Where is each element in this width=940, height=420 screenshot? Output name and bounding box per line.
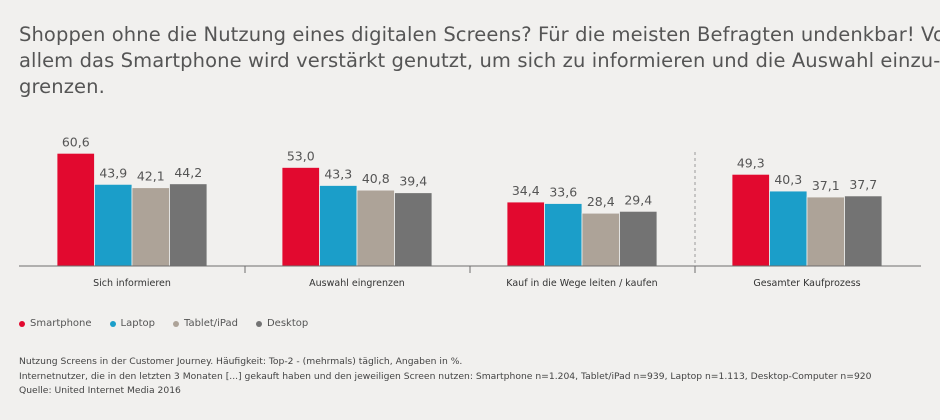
legend-item-smartphone: Smartphone [19, 318, 92, 329]
footnote-metric: Nutzung Screens in der Customer Journey.… [19, 356, 463, 367]
value-label-laptop: 43,9 [99, 165, 127, 180]
bar-tablet-ipad [581, 212, 620, 267]
bar-laptop [544, 203, 583, 267]
legend-item-tablet: Tablet/iPad [172, 318, 238, 329]
bar-tablet-ipad [356, 189, 395, 267]
legend-swatch-tablet [172, 320, 179, 327]
value-label-desktop: 44,2 [174, 165, 202, 180]
bar-laptop [319, 185, 358, 267]
category-label: Gesamter Kaufprozess [753, 278, 860, 289]
bar-smartphone [506, 201, 545, 267]
legend-swatch-desktop [255, 320, 262, 327]
bar-smartphone [281, 167, 320, 267]
legend-swatch-smartphone [19, 320, 25, 327]
footnote-sample: Internetnutzer, die in den letzten 3 Mon… [19, 370, 872, 382]
value-label-tablet-ipad: 42,1 [137, 169, 165, 184]
legend-label-laptop: Laptop [120, 318, 155, 329]
value-label-laptop: 33,6 [549, 185, 577, 200]
value-label-desktop: 37,7 [849, 177, 877, 192]
value-label-tablet-ipad: 28,4 [587, 194, 615, 209]
footnote-source: Quelle: United Internet Media 2016 [19, 385, 181, 396]
bar-laptop [769, 190, 808, 267]
bar-tablet-ipad [131, 187, 170, 267]
category-label: Sich informieren [93, 278, 171, 289]
bar-smartphone [731, 173, 770, 267]
category-label: Auswahl eingrenzen [309, 278, 405, 289]
bar-desktop [169, 183, 208, 267]
bar-desktop [619, 210, 658, 267]
value-label-desktop: 29,4 [624, 192, 652, 207]
legend-label-smartphone: Smartphone [30, 318, 92, 329]
legend-item-laptop: Laptop [109, 318, 155, 329]
value-label-smartphone: 34,4 [512, 183, 540, 198]
bar-tablet-ipad [806, 196, 845, 267]
legend: Smartphone Laptop Tablet/iPad Desktop [19, 318, 308, 329]
legend-item-desktop: Desktop [255, 318, 309, 329]
legend-swatch-laptop [109, 320, 116, 327]
title-line: Shoppen ohne die Nutzung eines digitalen… [19, 23, 940, 46]
category-label: Kauf in die Wege leiten / kaufen [506, 278, 657, 289]
bar-desktop [844, 195, 883, 267]
bar-laptop [94, 183, 133, 267]
value-label-smartphone: 53,0 [287, 148, 315, 163]
bar-chart: 60,6 43,9 42,1 44,2 53,0 43,3 40,8 39,4 34,4 33,6… [19, 134, 921, 289]
legend-label-desktop: Desktop [266, 318, 309, 329]
bar-desktop [394, 192, 433, 267]
chart-title: Shoppen ohne die Nutzung eines digitalen… [19, 22, 940, 100]
value-label-tablet-ipad: 37,1 [812, 178, 840, 193]
legend-label-tablet: Tablet/iPad [183, 318, 238, 329]
value-label-tablet-ipad: 40,8 [362, 171, 390, 186]
bar-smartphone [56, 152, 95, 267]
title-line: allem das Smartphone wird verstärkt genu… [19, 49, 940, 72]
value-label-smartphone: 49,3 [737, 155, 765, 170]
value-label-laptop: 40,3 [774, 172, 802, 187]
value-label-smartphone: 60,6 [62, 134, 90, 149]
value-label-desktop: 39,4 [399, 174, 427, 189]
value-label-laptop: 43,3 [324, 166, 352, 181]
title-line: grenzen. [19, 75, 105, 98]
footnotes: Nutzung Screens in der Customer Journey.… [19, 355, 872, 399]
